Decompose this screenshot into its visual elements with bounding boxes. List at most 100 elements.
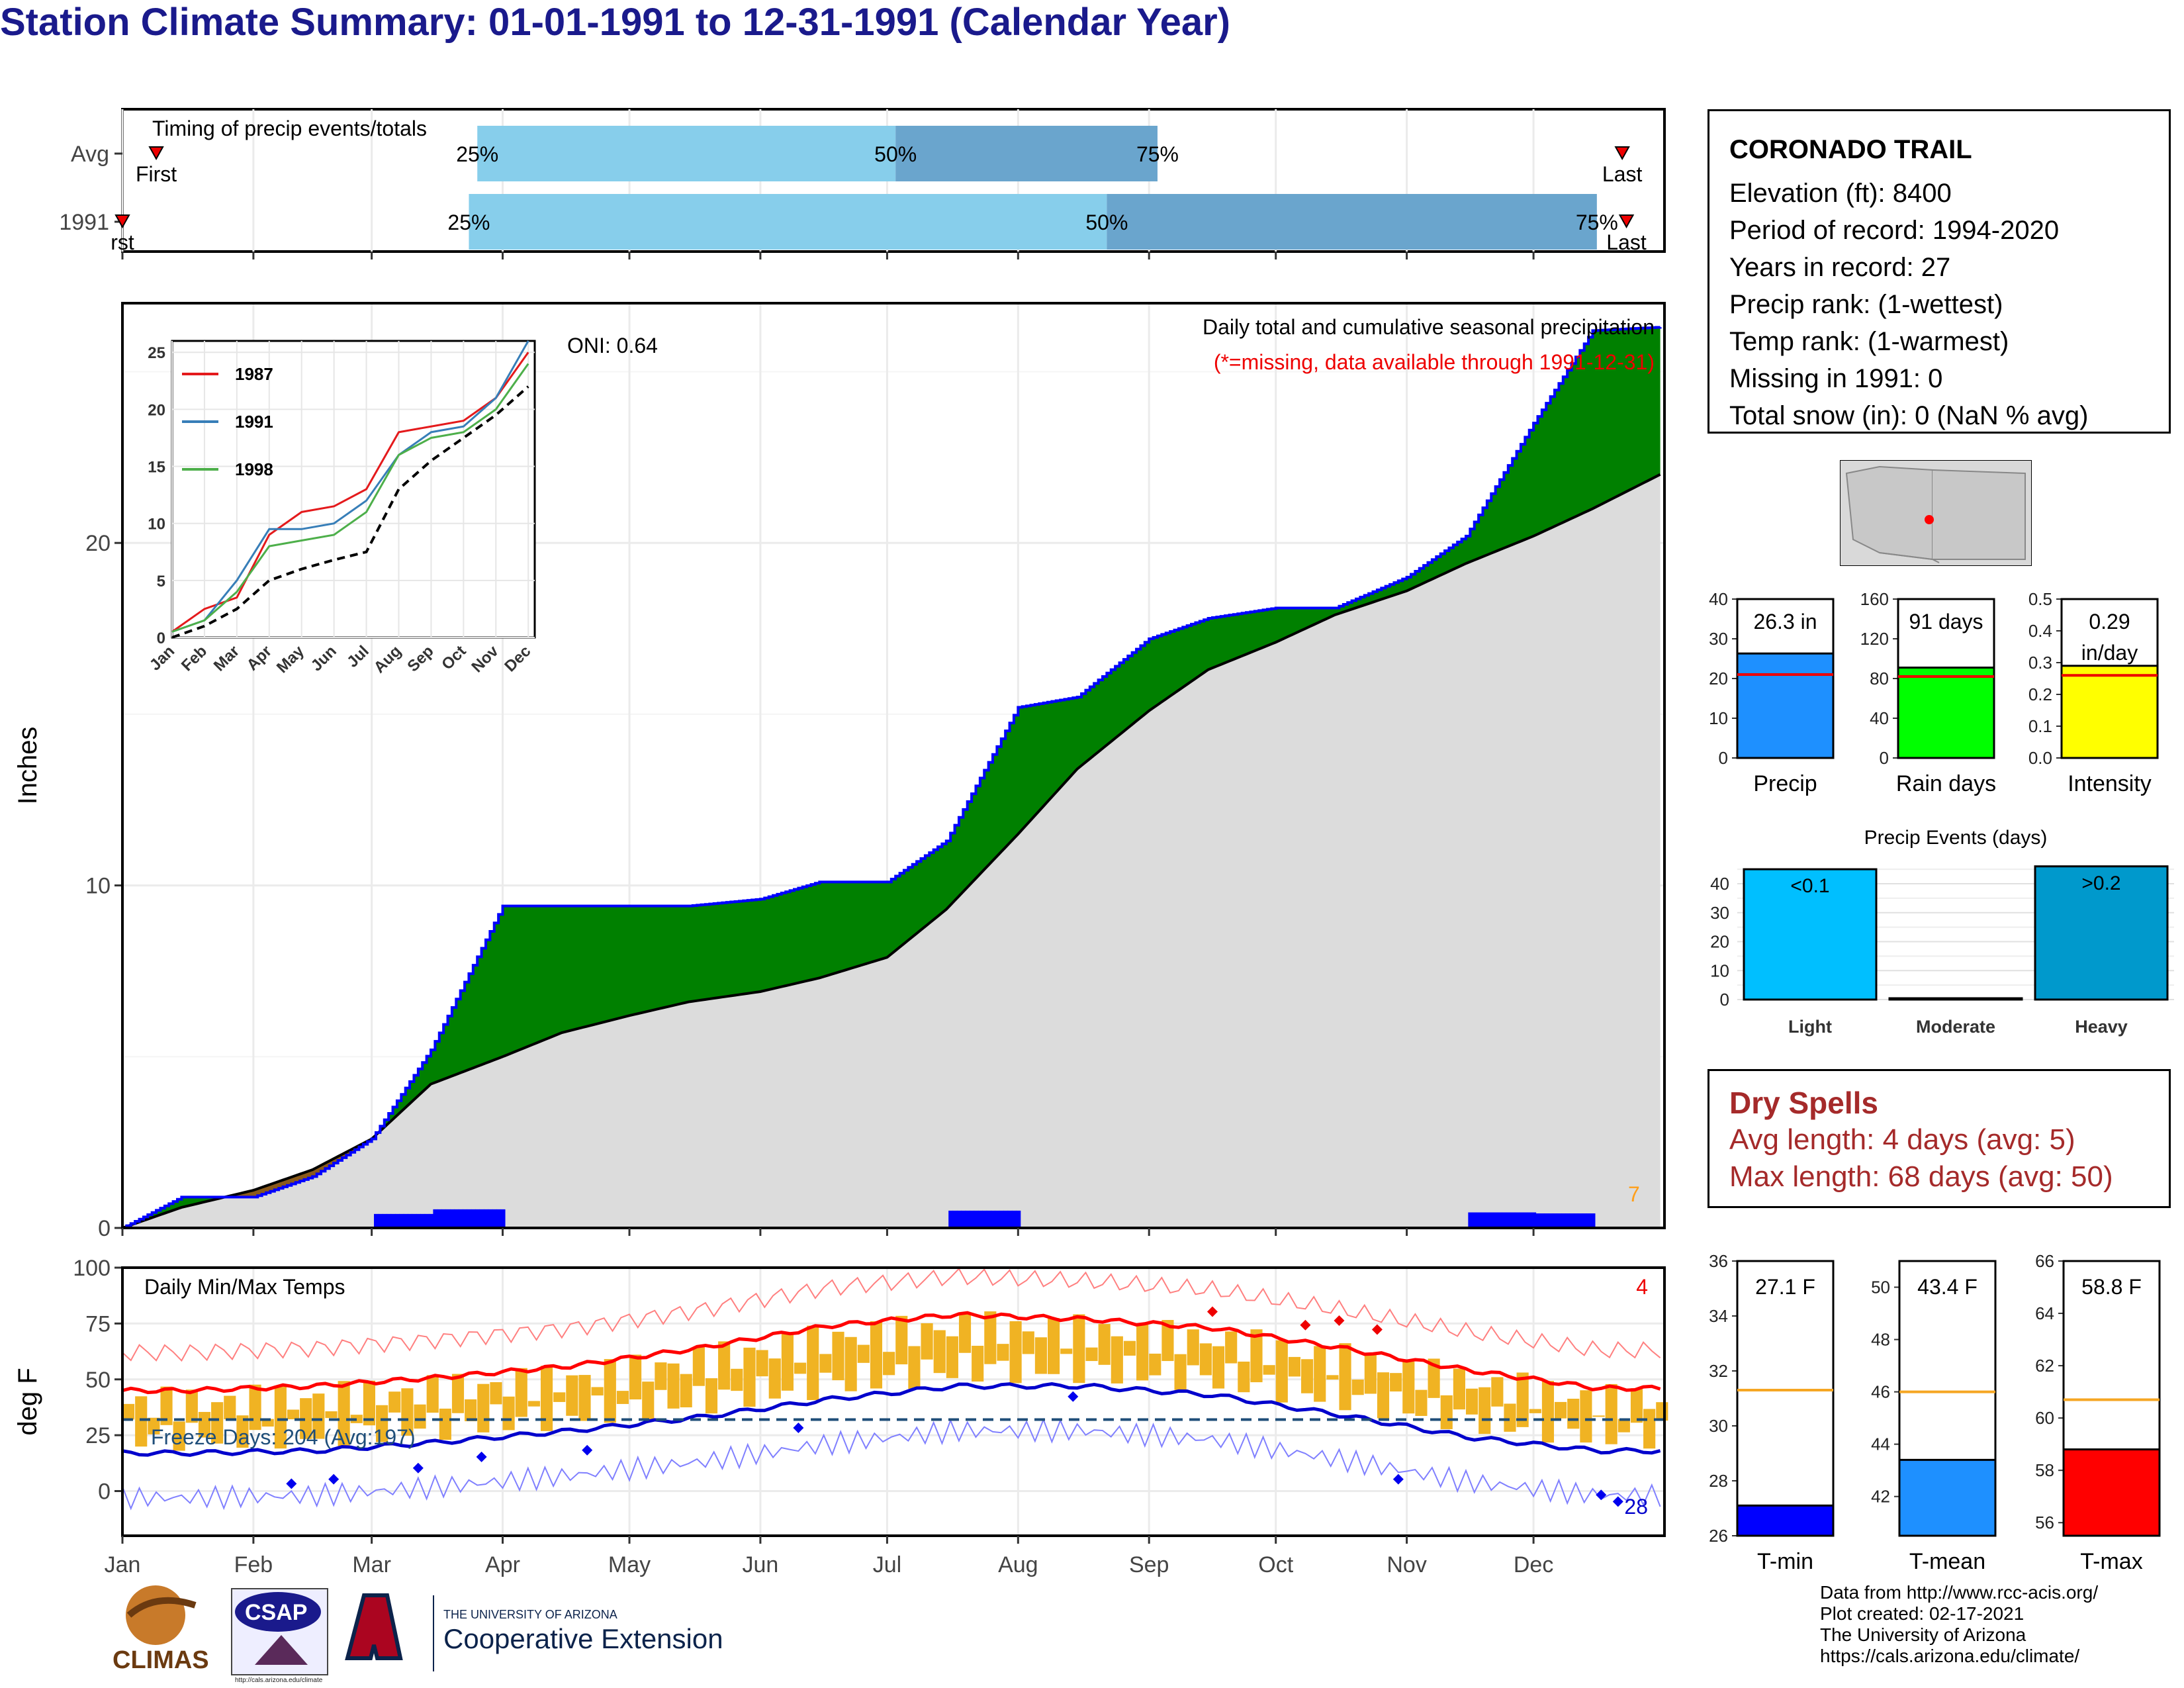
daily-temp-range-bar (338, 1381, 350, 1446)
daily-temp-range-bar (857, 1344, 870, 1363)
climas-logo: CLIMAS (113, 1585, 209, 1674)
mini-bar-tick-label: 10 (1709, 708, 1728, 728)
daily-temp-range-bar (1098, 1324, 1111, 1365)
daily-temp-range-bar (224, 1395, 236, 1420)
inset-series-line-1998 (171, 363, 529, 633)
daily-temp-range-bar (465, 1399, 477, 1422)
mini-bar-label: Rain days (1896, 771, 1996, 796)
daily-temp-range-bar (122, 1403, 135, 1420)
precip-y-tick-label: 10 (85, 874, 111, 899)
event-bar-label: Heavy (2075, 1017, 2128, 1037)
quartile-bar-upper (1107, 194, 1597, 250)
inset-legend-label: 1991 (235, 412, 273, 432)
daily-temp-range-bar (1187, 1329, 1199, 1366)
daily-temp-range-bar (1288, 1356, 1301, 1377)
observed-cumulative-line (122, 326, 1662, 1229)
last-event-marker (1614, 146, 1630, 161)
inset-y-tick-label: 20 (148, 401, 165, 419)
mini-bar-intensity (2060, 665, 2159, 759)
daily-precip-bar (956, 1210, 962, 1228)
daily-precip-bar (1544, 1213, 1549, 1228)
daily-precip-bar (1561, 1213, 1566, 1228)
daily-temp-range-bar (819, 1354, 832, 1373)
precip-events-title: Precip Events (days) (1864, 827, 2048, 849)
quartile-75-label: 75% (1576, 211, 1618, 234)
daily-temp-range-bar (1085, 1347, 1098, 1362)
daily-temp-range-bar (388, 1391, 401, 1413)
last-event-label: Last (1602, 162, 1643, 186)
daily-precip-bar (1518, 1212, 1524, 1228)
university-of-arizona-logo: THE UNIVERSITY OF ARIZONA Cooperative Ex… (345, 1593, 723, 1671)
record-low-marker (1596, 1489, 1607, 1501)
info-elevation: Elevation (ft): 8400 (1729, 179, 1952, 208)
daily-precip-bar (970, 1210, 975, 1228)
daily-precip-bar (458, 1209, 463, 1228)
daily-temp-range-bar (807, 1325, 819, 1401)
daily-precip-bar (1586, 1213, 1592, 1228)
daily-precip-bar (1573, 1213, 1578, 1228)
temp-bar-label: T-max (2080, 1549, 2142, 1574)
temp-bar-t-mean (1898, 1458, 1997, 1537)
daily-precip-bar (952, 1210, 958, 1228)
daily-temp-range-bar (325, 1411, 338, 1419)
last-event-marker (1618, 214, 1635, 229)
info-temp-rank: Temp rank: (1-warmest) (1729, 327, 2009, 356)
temp-bar-tick-label: 50 (1871, 1278, 1890, 1297)
daily-temp-range-bar (1073, 1314, 1085, 1383)
temp-bar-tick-label: 42 (1871, 1487, 1890, 1507)
daily-temp-range-bar (1453, 1368, 1465, 1410)
inset-y-tick-label: 10 (148, 516, 165, 534)
daily-precip-bar (1506, 1212, 1511, 1228)
precip-y-tick-label: 0 (98, 1216, 111, 1241)
temperature-summary-bars: 26 28 30 32 34 36 27.1 F T-min 42 44 46 48 50 43.4 F T… (1709, 1251, 2161, 1574)
daily-precip-bar (1472, 1212, 1477, 1228)
daily-precip-bar (1468, 1212, 1473, 1228)
mini-bar-tick-label: 0 (1719, 748, 1728, 768)
inset-legend-label: 1998 (235, 459, 273, 479)
daily-temp-range-bar (1225, 1331, 1238, 1364)
average-max-line (122, 1311, 1661, 1395)
daily-precip-bar (433, 1209, 438, 1228)
daily-temp-range-bar (883, 1352, 895, 1376)
first-event-marker (148, 146, 164, 161)
daily-temp-range-bar (376, 1405, 388, 1442)
record-low-marker (328, 1474, 340, 1485)
annual-totals-bars: 0 10 20 30 40 26.3 in Precip 0 40 80 120 160 91 days… (1709, 589, 2159, 796)
daily-temp-range-bar (591, 1387, 604, 1396)
daily-temp-range-bar (287, 1409, 300, 1420)
daily-temp-range-bar (1351, 1380, 1364, 1395)
daily-temp-range-bar (642, 1382, 655, 1421)
temp-bar-value: 43.4 F (1917, 1275, 1978, 1299)
daily-temp-range-bar (616, 1391, 629, 1404)
daily-precip-bar (965, 1210, 970, 1228)
daily-temp-range-bar (1465, 1388, 1479, 1415)
daily-temp-range-bar (1479, 1387, 1491, 1434)
event-bar-light (1743, 868, 1878, 1001)
record-low-marker (1392, 1474, 1404, 1485)
precip-note-missing: (*=missing, data available through 1991-… (1214, 350, 1655, 374)
month-label: Mar (352, 1552, 391, 1577)
daily-temp-range-bar (718, 1341, 731, 1390)
temp-bar-tick-label: 32 (1709, 1361, 1728, 1381)
record-high-marker (1371, 1324, 1383, 1335)
daily-temp-range-bar (1111, 1336, 1123, 1383)
daily-precip-bar (416, 1213, 421, 1228)
daily-temp-range-bar (895, 1315, 908, 1365)
daily-precip-bar (961, 1210, 966, 1228)
info-years: Years in record: 27 (1729, 253, 1951, 282)
mini-bar-tick-label: 120 (1860, 629, 1889, 649)
precip-note-title: Daily total and cumulative seasonal prec… (1203, 315, 1655, 339)
daily-temp-range-bar (1643, 1409, 1656, 1449)
daily-precip-bar (382, 1213, 387, 1228)
mini-bar-value: 0.29 (2089, 610, 2130, 633)
daily-temp-range-bar (844, 1336, 857, 1391)
record-low-count: 28 (1624, 1495, 1648, 1519)
mini-bar-tick-label: 160 (1860, 589, 1889, 609)
station-info-box: CORONADO TRAIL Elevation (ft): 8400 Peri… (1707, 109, 2171, 434)
daily-temp-range-bar (1541, 1381, 1555, 1443)
daily-temp-range-bar (680, 1374, 692, 1408)
events-tick-label: 10 (1710, 961, 1729, 980)
daily-temp-range-bar (312, 1393, 325, 1439)
csap-logo-text: CSAP (245, 1600, 307, 1625)
temp-bar-label: T-min (1757, 1549, 1813, 1574)
